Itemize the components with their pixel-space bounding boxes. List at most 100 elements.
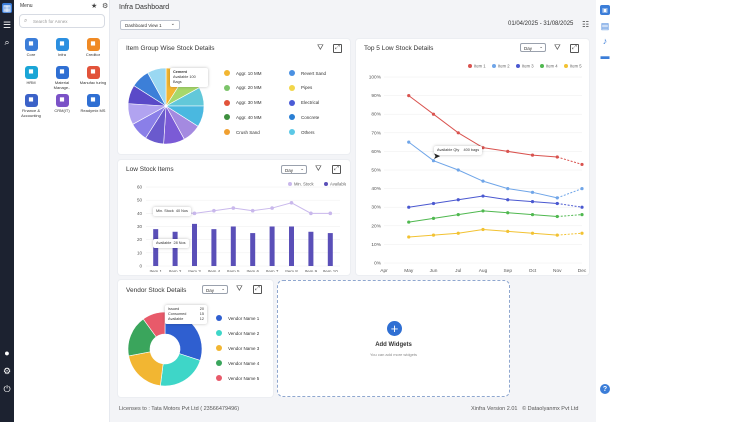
series-point — [431, 112, 436, 116]
module-search-input[interactable]: ⌕ Search for Annex — [19, 14, 105, 28]
module-8[interactable]: ◼ CRM(IT) — [48, 94, 76, 114]
series-point — [431, 159, 436, 163]
help-icon[interactable]: ? — [600, 384, 610, 394]
series-forecast-line — [557, 156, 583, 165]
hamburger-menu-icon[interactable]: ☰ — [2, 19, 12, 30]
tooltip-name: Cement — [173, 70, 187, 74]
document-icon[interactable]: ▤ — [600, 20, 610, 31]
settings-icon[interactable]: ⚙ — [2, 365, 12, 376]
filter-icon[interactable]: ⛛ — [317, 43, 324, 52]
legend-item: Vendor Name 3 — [216, 345, 259, 351]
series-point — [456, 213, 460, 217]
min-stock-point — [231, 206, 236, 210]
item-group-title: Item Group Wise Stock Details — [126, 45, 215, 52]
series-point — [431, 201, 436, 206]
module-menu-panel: Menu ★ ⚙ ⌕ Search for Annex ◼ Core ◼ Infra ◼… — [14, 0, 110, 422]
legend-dot — [216, 315, 222, 321]
company-name: Dataolyanmx Pvt Ltd — [527, 406, 579, 412]
legend-dot — [224, 99, 230, 106]
legend-item: Aggr. 20 MM — [224, 84, 262, 91]
chat-icon[interactable]: ▬ — [600, 51, 610, 61]
series-point — [530, 213, 535, 217]
available-bar — [250, 233, 256, 266]
filter-icon[interactable]: ⛛ — [236, 284, 243, 293]
period-select[interactable]: Day ⌄ — [202, 285, 228, 294]
x-tick-label: Item 8 — [285, 269, 298, 272]
legend-label: Item 3 — [522, 64, 534, 69]
tooltip-value: 100 Bags — [173, 75, 196, 85]
pie-slice-12 — [147, 67, 167, 107]
legend-dot — [216, 375, 222, 381]
tooltip-value: 20 — [199, 307, 204, 311]
tooltip-value: 12 — [199, 317, 204, 322]
series-forecast-line — [557, 188, 583, 199]
series-point — [555, 233, 559, 237]
period-select[interactable]: Day ⌄ — [281, 165, 307, 174]
module-label: Manufac turing — [79, 80, 107, 85]
series-point — [456, 131, 460, 135]
module-label: Infra — [57, 52, 66, 57]
module-label: Readymix MS — [80, 108, 106, 113]
legend-label: Aggr. 20 MM — [236, 85, 262, 91]
cart-icon: ◼ — [55, 66, 69, 79]
add-widgets-panel[interactable]: + Add Widgets You can add more widgets — [277, 280, 510, 397]
y-tick-label: 60% — [371, 149, 381, 155]
item-group-pie — [127, 67, 205, 145]
legend-label: Vendor Name 5 — [228, 375, 260, 381]
low-stock-title: Low Stock Items — [126, 166, 174, 173]
legend-dot — [289, 129, 295, 136]
legend-label: Min. Stock — [294, 182, 314, 187]
search-placeholder: Search for Annex — [33, 19, 68, 24]
chevron-down-icon: ⌄ — [539, 44, 543, 49]
tooltip-label: Available Qty — [437, 148, 460, 152]
module-7[interactable]: ◼ Finance & Accounting — [17, 94, 45, 118]
period-select[interactable]: Day ⌄ — [520, 43, 546, 52]
legend-label: Others — [301, 129, 315, 135]
legend-dot — [492, 64, 496, 68]
series-point — [580, 213, 584, 217]
x-tick-label: May — [404, 268, 414, 274]
date-range[interactable]: 01/04/2025 - 31/08/2025 — [508, 21, 574, 27]
series-point — [530, 231, 535, 235]
series-point — [580, 187, 584, 191]
filter-icon[interactable]: ⛛ — [315, 164, 322, 173]
copyright-icon: © — [522, 406, 527, 412]
legend-label: Item 1 — [474, 64, 486, 69]
expand-icon[interactable]: ⤢ — [253, 285, 262, 294]
series-forecast-line — [557, 214, 583, 217]
module-1[interactable]: ◼ Core — [17, 38, 45, 58]
power-icon[interactable]: ⏻ — [3, 383, 11, 394]
expand-icon[interactable]: ⤢ — [332, 165, 341, 174]
tooltip-value: 400 bags — [463, 148, 480, 152]
add-widget-button[interactable]: + — [387, 321, 402, 336]
module-4[interactable]: ◼ HRM — [17, 66, 45, 86]
series-point — [506, 229, 510, 233]
series-point — [506, 198, 510, 202]
series-point — [580, 162, 584, 167]
module-2[interactable]: ◼ Infra — [48, 38, 76, 58]
search-icon[interactable]: ⌕ — [4, 36, 10, 47]
module-5[interactable]: ◼ Material Manage.. — [48, 66, 76, 90]
crm-icon: ◼ — [55, 94, 69, 107]
module-9[interactable]: ◼ Readymix MS — [79, 94, 107, 114]
pie-slice-3 — [128, 351, 164, 387]
legend-item: Others — [289, 129, 315, 136]
module-6[interactable]: ◼ Manufac turing — [79, 66, 107, 86]
bell-icon[interactable]: ♪ — [602, 36, 608, 46]
module-3[interactable]: ◼ Creditor — [79, 38, 107, 58]
x-tick-label: Item 6 — [246, 269, 259, 272]
legend-dot — [468, 64, 472, 68]
user-icon[interactable]: ● — [4, 348, 10, 358]
x-tick-label: Item 2 — [169, 269, 182, 272]
expand-icon[interactable]: ⤢ — [333, 44, 342, 53]
gear-icon[interactable]: ⚙ — [102, 3, 109, 10]
filter-icon[interactable]: ⛛ — [554, 43, 561, 52]
filter-settings-icon[interactable]: ☷ — [582, 20, 590, 29]
dashboard-view-select[interactable]: Dashboard View 1 ⌄ — [120, 20, 180, 30]
expand-icon[interactable]: ⤢ — [570, 44, 579, 53]
x-tick-label: Dec — [578, 268, 587, 274]
star-icon[interactable]: ★ — [91, 3, 98, 10]
legend-label: Vendor Name 4 — [228, 360, 260, 366]
widget-panel-icon[interactable]: ▣ — [600, 5, 610, 15]
apps-grid-icon[interactable]: ▦ — [2, 2, 12, 13]
